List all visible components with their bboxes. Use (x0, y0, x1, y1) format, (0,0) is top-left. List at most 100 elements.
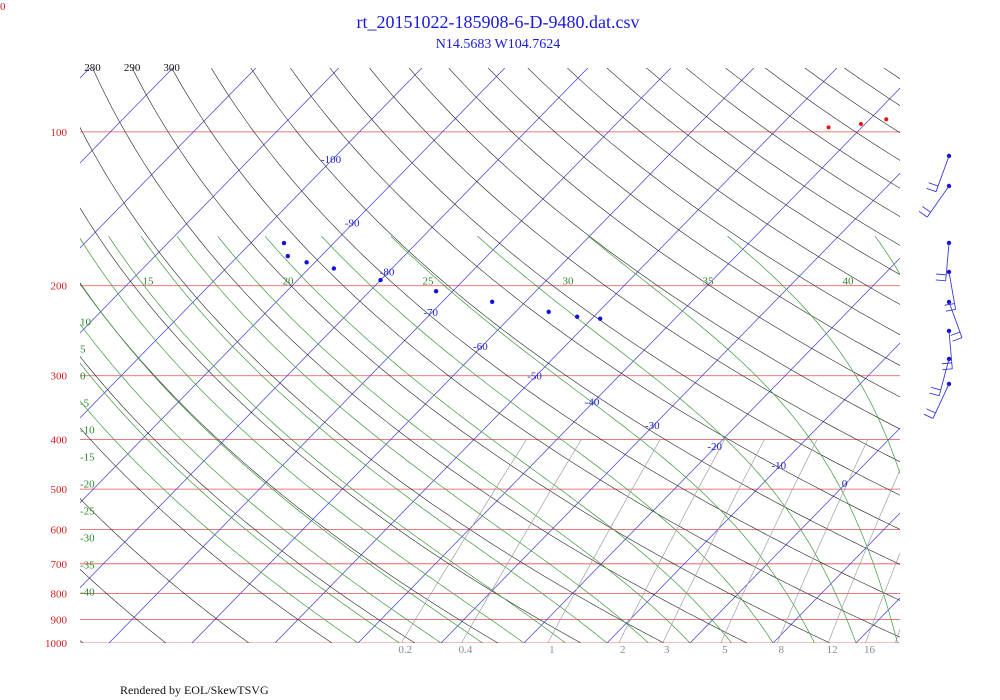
moist-adiabat-line (217, 235, 691, 643)
upper-temperature-point (826, 125, 831, 130)
mixing-ratio-line (400, 439, 527, 643)
moist-adiabat-line (80, 400, 359, 643)
isotherm-line (108, 68, 672, 643)
isotherm-label: -90 (345, 217, 360, 229)
isotherm-line (440, 172, 900, 643)
wind-barb-feather (928, 182, 939, 187)
mixing-ratio-label: 16 (864, 644, 876, 656)
moist-adiabat-label: 25 (423, 276, 435, 288)
isotherm-label: -80 (380, 267, 395, 279)
grid-lines (0, 68, 1000, 643)
mixing-ratio-line (951, 440, 1000, 643)
dry-adiabat-line (80, 207, 582, 643)
moist-adiabat-line (80, 362, 400, 643)
dry-adiabat-line (80, 427, 333, 643)
wind-barb-feather (929, 392, 940, 397)
dry-adiabat-line (80, 568, 167, 643)
wind-barb-feather (941, 362, 952, 365)
dry-adiabat-line (567, 68, 900, 305)
dry-adiabat-label: 300 (163, 62, 180, 74)
pressure-label: 400 (51, 435, 68, 447)
wind-barb-feather (942, 368, 953, 371)
moist-adiabat-label: -30 (80, 533, 95, 545)
dewpoint-point (574, 314, 580, 319)
wind-barb-feather (936, 273, 947, 276)
dry-adiabat-line (924, 68, 1000, 643)
footer-credit: Rendered by EOL/SkewTSVG (120, 683, 269, 697)
dewpoint-point (378, 277, 383, 283)
moist-adiabat-label: -25 (80, 506, 95, 518)
moist-adiabat-label: 35 (703, 276, 715, 288)
moist-adiabat-line (264, 235, 732, 643)
dry-adiabat-line (883, 68, 900, 80)
mixing-ratio-label: 3 (664, 644, 670, 656)
dewpoint-point (597, 316, 603, 321)
moist-adiabat-line (80, 323, 442, 643)
moist-adiabat-line (390, 235, 815, 643)
mixing-ratio-label: 2 (620, 644, 626, 656)
mixing-ratio-line (720, 439, 818, 643)
moist-adiabat-line (80, 282, 483, 643)
dry-adiabat-line (290, 68, 900, 530)
wind-barb-feather (923, 413, 934, 419)
dry-adiabat-line (606, 68, 900, 275)
dewpoint-point (489, 299, 495, 304)
isotherm-line (274, 68, 838, 643)
wind-barb-staff (938, 358, 950, 396)
isotherm-line (80, 68, 340, 334)
dewpoint-point (304, 260, 309, 265)
moist-adiabat-label: -5 (80, 398, 90, 410)
wind-barb-feather (918, 211, 928, 218)
dry-adiabat-line (448, 68, 900, 398)
upper-temperature-point (884, 117, 889, 122)
moist-adiabat-line (176, 235, 649, 643)
mixing-ratio-line (894, 628, 900, 643)
wind-barb-feather (930, 386, 941, 391)
isotherm-line (523, 257, 900, 643)
mixing-ratio-label: 5 (722, 644, 728, 656)
wind-barb-feather (952, 337, 963, 342)
mixing-ratio-line (618, 439, 725, 643)
dewpoint-point (433, 289, 439, 294)
dewpoint-point (331, 266, 337, 271)
dry-adiabat-line (765, 68, 900, 161)
mixing-ratio-line (662, 439, 765, 643)
mixing-ratio-line (865, 552, 900, 643)
mixing-ratio-label: 1 (549, 644, 555, 656)
mixing-ratio-label: 8 (778, 644, 784, 656)
mixing-ratio-label: 0.2 (398, 644, 412, 656)
pressure-label: 200 (51, 281, 68, 293)
upper-temperature-point (858, 121, 863, 126)
moist-adiabat-label: -35 (80, 560, 95, 572)
dry-adiabat-line (685, 68, 900, 217)
mixing-ratio-line (461, 439, 582, 643)
upper-temperature-point (974, 101, 978, 105)
dry-adiabat-line (329, 68, 900, 496)
isotherm-line (0, 68, 7, 643)
pressure-label: 500 (51, 484, 68, 496)
isotherm-label: -60 (473, 341, 488, 353)
isotherm-line (80, 68, 423, 419)
isotherm-label: -30 (645, 420, 660, 432)
dry-adiabat-label: 290 (124, 62, 141, 74)
moist-adiabat-label: 30 (563, 276, 575, 288)
dry-adiabat-line (844, 68, 900, 107)
moist-adiabat-line (727, 235, 900, 475)
wind-barb-feather (926, 187, 937, 193)
upper-temperature-point (955, 104, 959, 108)
pressure-label: 600 (51, 525, 68, 537)
isotherm-line (191, 68, 755, 643)
isotherm-label: 0 (842, 478, 848, 490)
dry-adiabat-line (92, 68, 748, 643)
wind-barbs (918, 153, 963, 419)
isotherm-line (772, 512, 900, 643)
chart-subtitle: N14.5683 W104.7624 (436, 37, 561, 52)
moist-adiabat-label: 20 (283, 276, 295, 288)
dry-adiabat-line (80, 126, 665, 643)
moist-adiabat-line (108, 236, 566, 643)
mixing-ratio-line (547, 439, 661, 643)
pressure-label: 1000 (45, 638, 68, 650)
isotherm-label: -100 (321, 154, 342, 166)
moist-adiabat-line (140, 235, 608, 643)
